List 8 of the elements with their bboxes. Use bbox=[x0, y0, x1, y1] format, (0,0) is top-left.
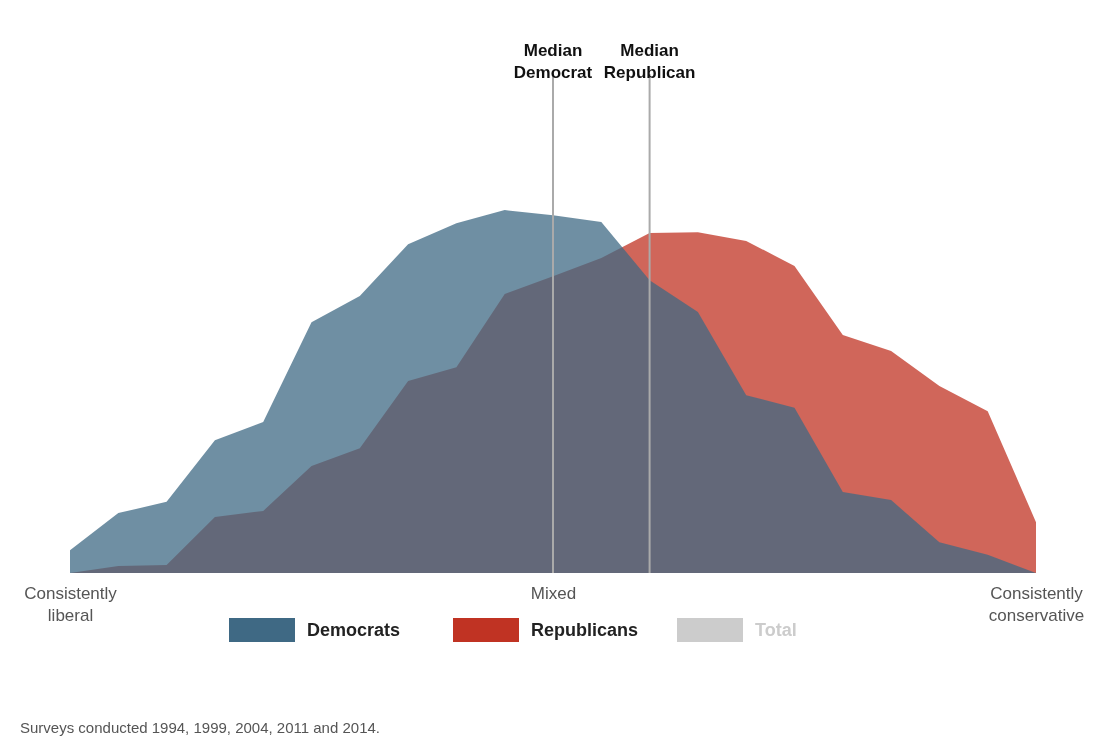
text: Surveys conducted 1994, 1999, 2004, 2011 and 2014. bbox=[20, 719, 381, 736]
x-tick-label: Mixed bbox=[530, 583, 577, 603]
x-tick-label: Consistently liberal bbox=[24, 583, 118, 625]
text: Median Democrat bbox=[513, 41, 593, 82]
legend-label: Republicans bbox=[531, 620, 639, 640]
text: Median Republican bbox=[603, 41, 696, 82]
legend-label: Democrats bbox=[307, 620, 401, 640]
x-tick-label: Consistently conservative bbox=[988, 583, 1085, 625]
